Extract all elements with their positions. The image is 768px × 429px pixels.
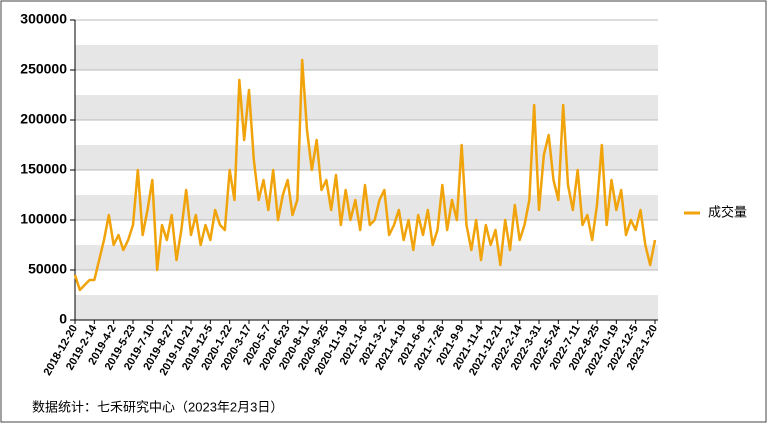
series-line (73, 58, 657, 292)
y-tick-label: 0 (59, 311, 67, 327)
y-tick-label: 100000 (20, 211, 67, 227)
source-note: 数据统计：七禾研究中心（2023年2月3日） (32, 399, 283, 414)
grid-band (75, 95, 658, 120)
y-tick-label: 300000 (20, 11, 67, 27)
y-tick-label: 250000 (20, 61, 67, 77)
grid-band (75, 145, 658, 170)
y-tick-label: 150000 (20, 161, 67, 177)
grid-band (75, 45, 658, 70)
grid-band (75, 245, 658, 270)
legend-label: 成交量 (708, 204, 747, 219)
y-tick-label: 50000 (28, 261, 67, 277)
grid-band (75, 295, 658, 320)
y-tick-label: 200000 (20, 111, 67, 127)
